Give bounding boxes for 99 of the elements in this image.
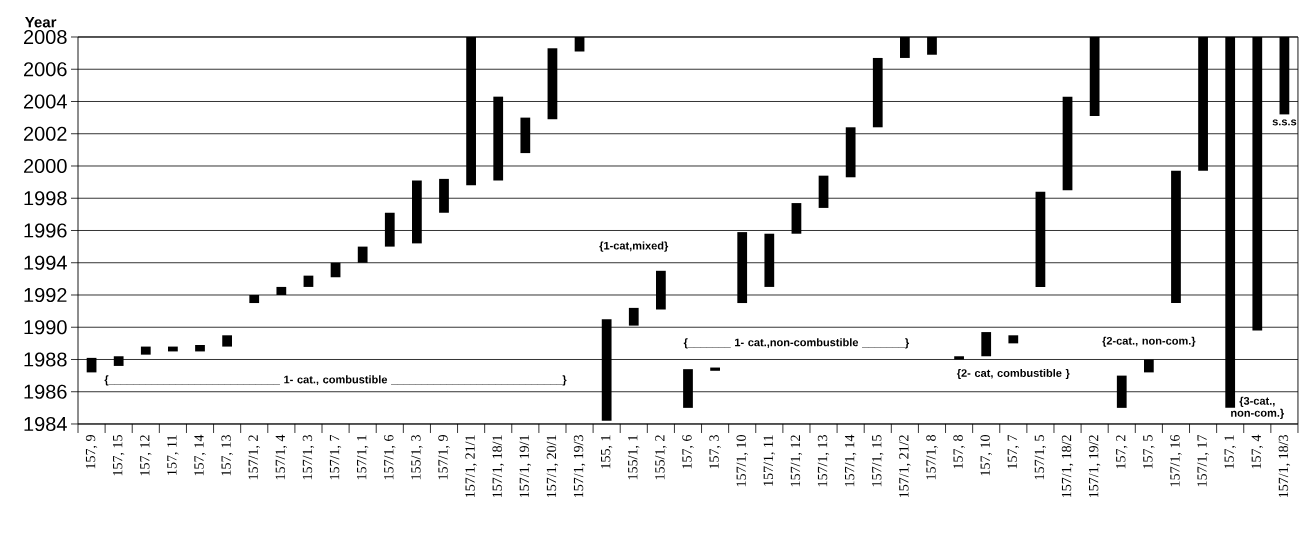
bar [412,180,422,244]
x-tick-label: 157/1, 9 [438,435,450,480]
y-tick-label: 1988 [24,352,67,367]
x-tick-label: 157, 2 [1116,435,1128,469]
x-tick-label: 157/1, 15 [872,435,884,487]
x-tick-label: 157/1, 8 [926,435,938,480]
bar [872,57,883,128]
annotation: {2- cat, combustible } [956,368,1070,380]
x-tick-label: 155/1, 3 [411,435,423,480]
bar [601,319,612,421]
annotation: {2-cat., non-com.} [1102,336,1196,347]
x-tick-label: 157, 4 [1251,434,1263,469]
bar [357,246,368,263]
x-tick-label: 157/1, 2 [248,435,260,480]
bar [276,286,287,295]
y-tick-label: 2006 [23,62,67,77]
x-tick-label: 157/1, 12 [790,435,803,487]
x-tick-label: 157/1, 14 [844,434,857,487]
bar [1035,191,1046,287]
bar [1171,170,1181,304]
x-tick-label: 157, 5 [1143,435,1155,469]
x-tick-label: 157/1, 17 [1197,434,1209,487]
x-tick-label: 157, 1 [1224,435,1236,469]
y-tick-label: 1986 [24,384,67,399]
y-tick-label: 1996 [24,223,67,238]
bar [710,367,720,371]
bar [1008,335,1019,344]
x-tick-label: 157, 6 [682,434,694,469]
x-tick-label: 157, 14 [194,434,206,476]
bar [493,96,504,181]
x-tick-label: 157/1, 18/3 [1278,435,1291,498]
y-tick-label: 1992 [24,287,67,303]
bar [628,307,639,326]
x-tick-label: 157/1, 19/2 [1088,435,1101,498]
x-tick-label: 157/1, 19/1 [519,435,532,498]
x-tick-label: 157/1, 7 [329,434,342,480]
x-tick-label: 157/1, 13 [817,435,830,487]
y-tick-label: 1984 [24,416,67,432]
annotation: {3-cat., non-com.} [1231,396,1285,419]
bar [981,332,992,357]
bar [737,232,748,304]
y-tick-label: 2008 [23,29,67,45]
bar [1062,96,1073,191]
annotation: s.s.s [1272,119,1297,126]
y-tick-label: 2002 [23,126,67,141]
bar [520,117,531,154]
bar [791,203,802,234]
y-tick-label: 1990 [24,320,67,335]
x-tick-label: 157/1, 10 [736,435,748,487]
bar [954,356,964,360]
bar [547,48,558,120]
bar [222,335,232,347]
y-tick-label: 2000 [23,158,67,174]
x-tick-label: 155/1, 1 [628,435,640,480]
bar [384,212,395,247]
bar [1116,375,1127,408]
x-tick-label: 157, 8 [953,435,965,469]
x-tick-label: 157/1, 1 [356,435,369,480]
x-tick-label: 157/1, 21/2 [899,435,911,498]
x-tick-label: 157/1, 20/1 [546,435,559,498]
y-tick-label: 1998 [24,191,67,206]
x-tick-label: 155, 1 [600,435,613,469]
x-tick-label: 157/1, 19/3 [573,435,586,498]
bar [195,344,205,352]
annotation: {____________________________ 1- cat., combustible ____________________________} [104,375,567,386]
y-tick-label: 1994 [24,255,67,270]
x-tick-label: 157/1, 3 [302,435,315,480]
x-tick-label: 157/1, 11 [763,435,776,486]
bar [1143,359,1154,373]
x-tick-label: 157/1, 18/2 [1061,435,1074,498]
x-tick-label: 157, 7 [1007,434,1019,469]
bar [683,369,693,408]
bar [656,270,666,310]
x-tick-label: 157, 10 [980,435,992,476]
annotation: {1-cat,mixed} [599,241,669,252]
x-tick-label: 157/1, 5 [1034,435,1047,480]
x-tick-label: 157/1, 4 [275,434,288,480]
x-tick-label: 157/1, 21/1 [465,435,477,498]
y-tick-label: 2004 [23,94,67,109]
x-tick-label: 157/1, 16 [1170,434,1182,487]
bar [303,275,314,287]
x-tick-label: 157, 13 [221,435,233,476]
x-tick-label: 157, 9 [85,435,98,469]
x-tick-label: 155/1, 2 [655,435,667,480]
bar [818,175,829,208]
x-tick-label: 157/1, 18/1 [492,435,504,498]
x-tick-label: 157, 12 [140,435,152,476]
bar [113,356,124,366]
bar [140,346,151,355]
x-tick-label: 157, 15 [112,435,125,476]
x-tick-label: 157, 3 [709,435,721,469]
x-tick-label: 157, 11 [167,435,179,475]
annotation: {_______ 1- cat.,non-combustible _______} [683,338,910,349]
x-tick-label: 157/1, 6 [384,434,396,480]
y-axis-title: Year [25,16,57,28]
bar [249,294,260,304]
bar [439,178,449,213]
bar [845,127,856,178]
bar [764,233,775,287]
